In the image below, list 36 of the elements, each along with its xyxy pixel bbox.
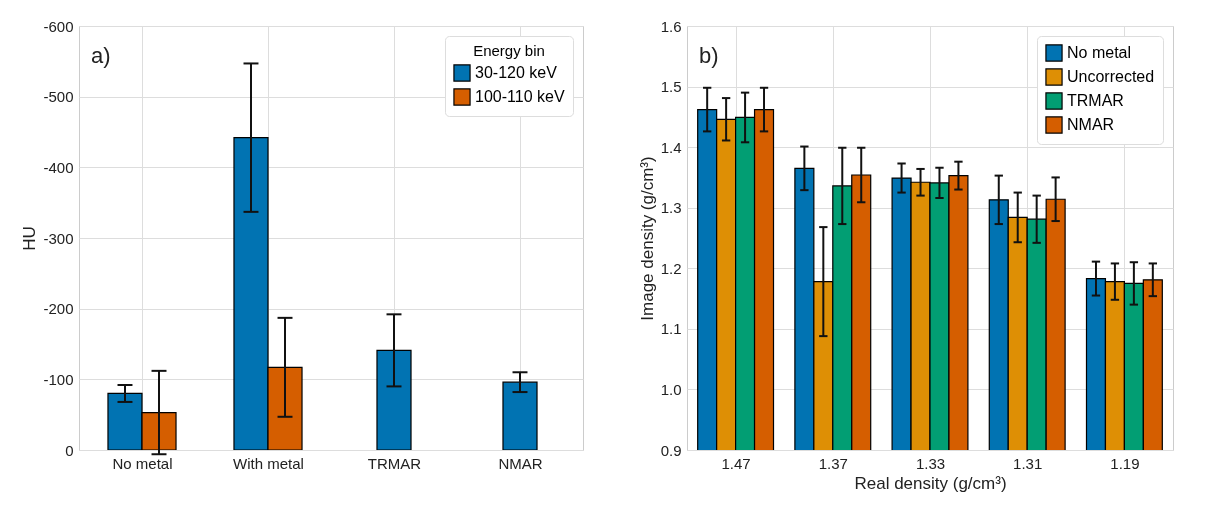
x-tick-label: No metal [112,454,173,472]
annotation: b) [699,43,719,68]
y-tick-label: 1.6 [660,17,682,35]
y-tick-label: 1.4 [660,138,682,156]
y-axis-title: Image density (g/cm³) [637,156,657,321]
y-tick-label: 1.2 [660,259,682,277]
legend-label: NMAR [1067,116,1115,133]
x-tick-label: With metal [233,454,304,472]
y-tick-label: 0.9 [660,441,682,459]
y-tick-label: 1.1 [660,320,682,338]
legend-title: Energy bin [473,42,545,59]
y-tick-label: -400 [43,158,74,176]
legend-label: 30-120 keV [475,64,558,81]
legend-label: 100-110 keV [475,88,565,105]
legend-label: Uncorrected [1067,68,1155,85]
y-axis-title: HU [20,226,40,251]
y-tick-label: -100 [43,370,74,388]
y-tick-label: 1.0 [660,380,682,398]
y-tick-label: 1.5 [660,78,682,96]
x-tick-label: TRMAR [367,454,422,472]
y-tick-label: -600 [43,17,74,35]
x-tick-label: 1.37 [818,454,848,472]
y-tick-label: 1.3 [660,199,682,217]
annotation: a) [91,43,111,68]
x-tick-label: 1.31 [1013,454,1043,472]
x-tick-label: 1.19 [1110,454,1140,472]
y-tick-label: -300 [43,229,74,247]
legend-label: TRMAR [1067,92,1124,109]
y-tick-label: 0 [65,441,74,459]
y-tick-label: -500 [43,88,74,106]
y-tick-label: -200 [43,300,74,318]
x-tick-label: 1.33 [915,454,946,472]
x-tick-label: NMAR [498,454,543,472]
x-tick-label: 1.47 [721,454,751,472]
x-axis-title: Real density (g/cm³) [854,473,1007,493]
legend-label: No metal [1067,44,1132,61]
